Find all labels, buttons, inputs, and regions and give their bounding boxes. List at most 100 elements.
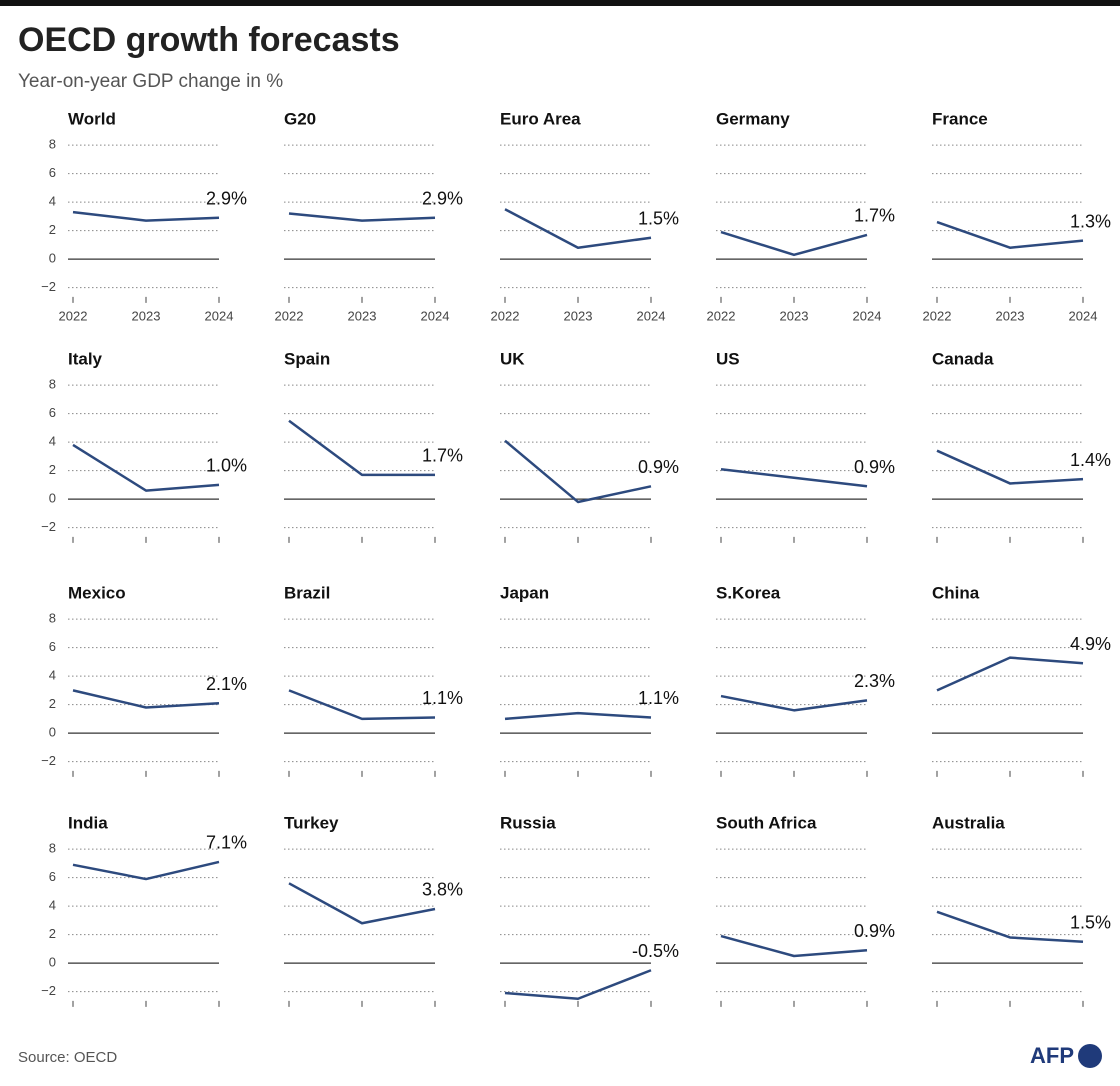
data-line <box>936 220 1084 249</box>
y-tick-label: 6 <box>49 869 56 884</box>
data-label: 2.3% <box>854 671 895 691</box>
data-label: 1.1% <box>638 688 679 708</box>
data-line <box>720 467 868 488</box>
data-label: 2.1% <box>206 674 247 694</box>
panel-title: Australia <box>932 813 1005 832</box>
y-tick-label: −2 <box>41 519 56 534</box>
x-tick-label: 2023 <box>564 308 593 323</box>
x-tick-label: 2023 <box>996 308 1025 323</box>
data-label: -0.5% <box>632 941 679 961</box>
data-label: 7.1% <box>206 833 247 853</box>
y-tick-label: 2 <box>49 462 56 477</box>
data-label: 1.7% <box>422 446 463 466</box>
data-line <box>504 439 652 504</box>
data-line <box>288 689 436 721</box>
panel-title: Japan <box>500 583 549 602</box>
chart-subtitle: Year-on-year GDP change in % <box>18 71 283 92</box>
panel-title: World <box>68 109 116 128</box>
x-tick-label: 2022 <box>59 308 88 323</box>
data-line <box>504 208 652 249</box>
logo-circle <box>1078 1044 1102 1068</box>
y-tick-label: 8 <box>49 377 56 392</box>
data-label: 1.5% <box>1070 913 1111 933</box>
panel-title: Russia <box>500 813 556 832</box>
data-label: 4.9% <box>1070 634 1111 654</box>
y-tick-label: 2 <box>49 926 56 941</box>
data-line <box>504 711 652 721</box>
panel-title: Mexico <box>68 583 126 602</box>
y-tick-label: −2 <box>41 279 56 294</box>
y-tick-label: 6 <box>49 405 56 420</box>
x-tick-label: 2024 <box>637 308 666 323</box>
data-line <box>936 449 1084 485</box>
y-tick-label: 4 <box>49 668 56 683</box>
x-tick-label: 2022 <box>491 308 520 323</box>
source: Source: OECD <box>18 1049 117 1066</box>
data-label: 1.4% <box>1070 450 1111 470</box>
y-tick-label: 0 <box>49 251 56 266</box>
panel-title: India <box>68 813 108 832</box>
data-line <box>288 882 436 925</box>
data-line <box>936 910 1084 943</box>
x-tick-label: 2023 <box>132 308 161 323</box>
data-line <box>288 212 436 222</box>
panel-title: France <box>932 109 988 128</box>
y-tick-label: 6 <box>49 639 56 654</box>
x-tick-label: 2024 <box>853 308 882 323</box>
data-line <box>72 689 220 709</box>
data-label: 1.5% <box>638 209 679 229</box>
data-line <box>720 694 868 712</box>
y-tick-label: 8 <box>49 137 56 152</box>
y-tick-label: 8 <box>49 611 56 626</box>
data-label: 2.9% <box>422 189 463 209</box>
y-tick-label: 0 <box>49 725 56 740</box>
panel-title: China <box>932 583 980 602</box>
panel-title: Germany <box>716 109 790 128</box>
panel-title: Spain <box>284 349 330 368</box>
panel-title: UK <box>500 349 525 368</box>
x-tick-label: 2022 <box>923 308 952 323</box>
x-tick-label: 2024 <box>205 308 234 323</box>
y-tick-label: 0 <box>49 955 56 970</box>
data-label: 1.3% <box>1070 211 1111 231</box>
data-label: 0.9% <box>854 921 895 941</box>
y-tick-label: 6 <box>49 165 56 180</box>
y-tick-label: 2 <box>49 222 56 237</box>
y-tick-label: −2 <box>41 753 56 768</box>
data-label: 1.0% <box>206 456 247 476</box>
data-label: 0.9% <box>638 457 679 477</box>
panel-title: Italy <box>68 349 103 368</box>
panel-title: Brazil <box>284 583 330 602</box>
y-tick-label: 0 <box>49 491 56 506</box>
panel-title: G20 <box>284 109 316 128</box>
panel-title: S.Korea <box>716 583 781 602</box>
logo: AFP <box>1030 1043 1074 1068</box>
y-tick-label: 4 <box>49 434 56 449</box>
panel-title: US <box>716 349 740 368</box>
data-line <box>72 210 220 222</box>
x-tick-label: 2023 <box>348 308 377 323</box>
y-tick-label: 8 <box>49 841 56 856</box>
y-tick-label: 2 <box>49 696 56 711</box>
panel-title: Turkey <box>284 813 339 832</box>
y-tick-label: 4 <box>49 898 56 913</box>
y-tick-label: 4 <box>49 194 56 209</box>
data-label: 2.9% <box>206 189 247 209</box>
data-label: 3.8% <box>422 880 463 900</box>
x-tick-label: 2023 <box>780 308 809 323</box>
data-label: 1.7% <box>854 206 895 226</box>
data-line <box>504 969 652 1000</box>
data-line <box>936 656 1084 692</box>
x-tick-label: 2022 <box>275 308 304 323</box>
x-tick-label: 2024 <box>1069 308 1098 323</box>
data-line <box>72 443 220 492</box>
top-bar <box>0 0 1120 6</box>
data-label: 1.1% <box>422 688 463 708</box>
data-line <box>720 934 868 958</box>
data-line <box>288 419 435 477</box>
data-line <box>72 860 220 881</box>
y-tick-label: −2 <box>41 983 56 998</box>
chart-title: OECD growth forecasts <box>18 21 400 59</box>
x-tick-label: 2024 <box>421 308 450 323</box>
